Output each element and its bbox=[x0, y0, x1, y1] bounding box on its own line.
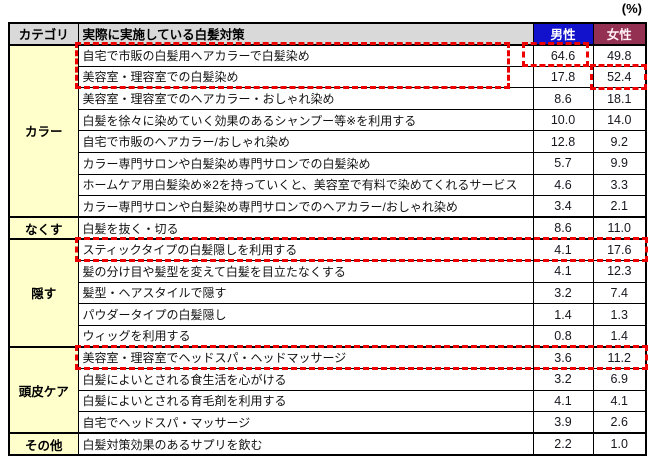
category-cell: カラー bbox=[8, 43, 79, 218]
measure-cell: 自宅で市販のヘアカラー/おしゃれ染め bbox=[77, 130, 534, 154]
male-value-cell: 4.6 bbox=[532, 173, 594, 197]
male-value-cell: 3.2 bbox=[532, 368, 594, 391]
measure-cell: 美容室・理容室でヘッドスパ・ヘッドマッサージ bbox=[77, 345, 534, 369]
table-row: カラー 自宅で市販の白髪用ヘアカラーで白髪染め 64.6 49.8 bbox=[8, 43, 647, 218]
table-row: 白髪によいとされる食生活を心がける 3.2 6.9 bbox=[9, 368, 647, 391]
female-value-cell: 9.2 bbox=[592, 130, 647, 154]
table-row: 頭皮ケア 美容室・理容室でヘッドスパ・ヘッドマッサージ 3.6 11.2 bbox=[8, 345, 647, 434]
gray-hair-measures-table: カテゴリ 実際に実施している白髪対策 男性 女性 カラー 自宅で市販の白髪用ヘアカ… bbox=[8, 22, 647, 456]
male-value-cell: 3.4 bbox=[532, 195, 594, 218]
table-row: 隠す スティックタイプの白髪隠しを利用する 4.1 17.6 bbox=[8, 237, 647, 348]
table-row: ホームケア用白髪染め※2を持っていくと、美容室で有料で染めてくれるサービス 4.6… bbox=[9, 173, 647, 197]
measure-column-header: 実際に実施している白髪対策 bbox=[77, 22, 534, 46]
measure-cell: 美容室・理容室でのヘアカラー・おしゃれ染め bbox=[77, 87, 534, 110]
table-row: 白髪によいとされる育毛剤を利用する 4.1 4.1 bbox=[9, 389, 647, 413]
measure-cell: 白髪を抜く・切る bbox=[77, 216, 534, 240]
measure-cell: ホームケア用白髪染め※2を持っていくと、美容室で有料で染めてくれるサービス bbox=[77, 173, 534, 197]
male-value-cell: 2.2 bbox=[532, 432, 594, 456]
table-row: なくす 白髪を抜く・切る 8.6 11.0 bbox=[8, 216, 647, 240]
category-column-header: カテゴリ bbox=[8, 22, 79, 46]
category-cell: 頭皮ケア bbox=[8, 345, 79, 434]
female-value-cell: 9.9 bbox=[592, 152, 647, 175]
male-value-cell: 4.1 bbox=[532, 260, 594, 283]
measure-cell: パウダータイプの白髪隠し bbox=[77, 303, 534, 326]
measure-cell: ウィッグを利用する bbox=[77, 324, 534, 348]
measure-cell: 美容室・理容室での白髪染め bbox=[77, 65, 534, 89]
measure-cell: スティックタイプの白髪隠しを利用する bbox=[77, 237, 534, 262]
male-value-cell: 8.6 bbox=[532, 216, 594, 240]
male-value-cell: 4.1 bbox=[532, 237, 594, 262]
female-value-cell: 14.0 bbox=[592, 108, 647, 132]
female-value-cell: 3.3 bbox=[592, 173, 647, 197]
table-row: ウィッグを利用する 0.8 1.4 bbox=[9, 324, 647, 348]
male-value-cell: 3.6 bbox=[532, 345, 594, 369]
measure-cell: 自宅でヘッドスパ・マッサージ bbox=[77, 411, 534, 434]
female-value-cell: 49.8 bbox=[592, 43, 647, 67]
category-cell: なくす bbox=[8, 216, 79, 240]
category-cell: 隠す bbox=[8, 237, 79, 348]
male-value-cell: 0.8 bbox=[532, 324, 594, 348]
female-column-header: 女性 bbox=[592, 22, 647, 46]
male-value-cell: 12.8 bbox=[532, 130, 594, 154]
male-value-cell: 4.1 bbox=[532, 389, 594, 413]
table-row: 白髪を徐々に染めていく効果のあるシャンプー等※を利用する 10.0 14.0 bbox=[9, 108, 647, 132]
male-value-cell: 3.9 bbox=[532, 411, 594, 434]
measure-cell: カラー専門サロンや白髪染め専門サロンでのヘアカラー/おしゃれ染め bbox=[77, 195, 534, 218]
table-row: パウダータイプの白髪隠し 1.4 1.3 bbox=[9, 303, 647, 326]
measure-cell: 白髪によいとされる食生活を心がける bbox=[77, 368, 534, 391]
female-value-cell: 17.6 bbox=[592, 237, 647, 262]
female-value-cell: 2.6 bbox=[592, 411, 647, 434]
male-value-cell: 3.2 bbox=[532, 281, 594, 305]
table-row: 自宅で市販のヘアカラー/おしゃれ染め 12.8 9.2 bbox=[9, 130, 647, 154]
table-row: カラー専門サロンや白髪染め専門サロンでのヘアカラー/おしゃれ染め 3.4 2.1 bbox=[9, 195, 647, 218]
measure-cell: 白髪によいとされる育毛剤を利用する bbox=[77, 389, 534, 413]
measure-cell: 自宅で市販の白髪用ヘアカラーで白髪染め bbox=[77, 43, 534, 67]
table-row: 美容室・理容室での白髪染め 17.8 52.4 bbox=[9, 65, 647, 89]
male-value-cell: 17.8 bbox=[532, 65, 594, 89]
table-body: カラー 自宅で市販の白髪用ヘアカラーで白髪染め 64.6 49.8 美容室・理容室での白… bbox=[8, 43, 647, 456]
measure-cell: 白髪対策効果のあるサプリを飲む bbox=[77, 432, 534, 456]
female-value-cell: 52.4 bbox=[592, 65, 647, 89]
measure-cell: カラー専門サロンや白髪染め専門サロンでの白髪染め bbox=[77, 152, 534, 175]
table-row: 自宅でヘッドスパ・マッサージ 3.9 2.6 bbox=[9, 411, 647, 434]
male-value-cell: 8.6 bbox=[532, 87, 594, 110]
measure-cell: 白髪を徐々に染めていく効果のあるシャンプー等※を利用する bbox=[77, 108, 534, 132]
table-row: 髪の分け目や髪型を変えて白髪を目立たなくする 4.1 12.3 bbox=[9, 260, 647, 283]
female-value-cell: 4.1 bbox=[592, 389, 647, 413]
male-value-cell: 10.0 bbox=[532, 108, 594, 132]
unit-percent-label: (%) bbox=[621, 1, 642, 16]
measure-cell: 髪の分け目や髪型を変えて白髪を目立たなくする bbox=[77, 260, 534, 283]
header-row: カテゴリ 実際に実施している白髪対策 男性 女性 bbox=[8, 22, 647, 46]
table-row: 髪型・ヘアスタイルで隠す 3.2 7.4 bbox=[9, 281, 647, 305]
table-row: カラー専門サロンや白髪染め専門サロンでの白髪染め 5.7 9.9 bbox=[9, 152, 647, 175]
female-value-cell: 11.2 bbox=[592, 345, 647, 369]
female-value-cell: 11.0 bbox=[592, 216, 647, 240]
female-value-cell: 6.9 bbox=[592, 368, 647, 391]
female-value-cell: 7.4 bbox=[592, 281, 647, 305]
female-value-cell: 12.3 bbox=[592, 260, 647, 283]
measure-cell: 髪型・ヘアスタイルで隠す bbox=[77, 281, 534, 305]
male-value-cell: 64.6 bbox=[532, 43, 594, 67]
female-value-cell: 2.1 bbox=[592, 195, 647, 218]
male-value-cell: 1.4 bbox=[532, 303, 594, 326]
category-cell: その他 bbox=[8, 432, 79, 456]
table-row: その他 白髪対策効果のあるサプリを飲む 2.2 1.0 bbox=[8, 432, 647, 456]
female-value-cell: 1.4 bbox=[592, 324, 647, 348]
female-value-cell: 1.3 bbox=[592, 303, 647, 326]
female-value-cell: 18.1 bbox=[592, 87, 647, 110]
male-column-header: 男性 bbox=[532, 22, 594, 46]
table-row: 美容室・理容室でのヘアカラー・おしゃれ染め 8.6 18.1 bbox=[9, 87, 647, 110]
male-value-cell: 5.7 bbox=[532, 152, 594, 175]
female-value-cell: 1.0 bbox=[592, 432, 647, 456]
